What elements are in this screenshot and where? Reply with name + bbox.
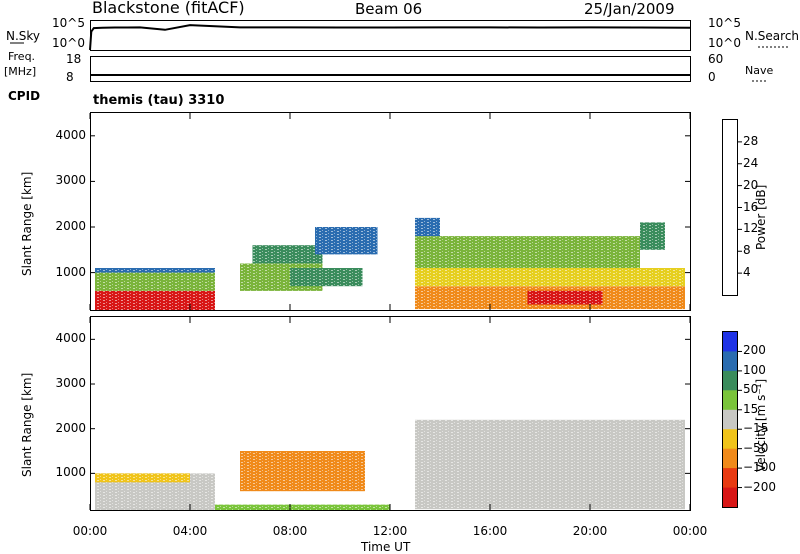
power-colorbar-tick-label: 8: [743, 243, 751, 258]
time-tick-label: 00:00: [672, 524, 708, 538]
beam-title: Beam 06: [355, 0, 423, 18]
velocity-colorbar-tick-label: −50: [743, 440, 769, 455]
velocity-texture-2: [240, 451, 365, 492]
velocity-panel-frame: [90, 316, 691, 511]
nsky-label: N.Sky: [6, 29, 41, 43]
time-tick-label: 08:00: [272, 524, 308, 538]
cpid-label: CPID: [8, 89, 41, 103]
power-colorbar-tick-label: 20: [743, 177, 759, 192]
velocity-colorbar-tick-label: −100: [743, 460, 776, 475]
cpid-value: themis (tau) 3310: [93, 93, 225, 108]
power-panel-frame: [90, 112, 691, 311]
power-colorbar: [722, 119, 738, 296]
power-texture-10: [415, 217, 440, 237]
nsearch-tick-bottom: 10^0: [708, 36, 741, 50]
mhz-label: [MHz]: [4, 65, 37, 78]
velocity-colorbar-tick-label: −15: [743, 421, 769, 436]
velocity-texture-3: [215, 504, 390, 510]
time-tick-label: 04:00: [172, 524, 208, 538]
power-texture-12: [640, 222, 665, 250]
freq-label: Freq.: [8, 50, 36, 63]
freq-tick-top: 18: [66, 52, 82, 66]
power-texture-1: [95, 272, 215, 291]
power-texture-5: [290, 268, 363, 287]
time-tick-label: 16:00: [472, 524, 508, 538]
power-ytick-label: 1000: [55, 264, 86, 279]
velocity-cells: [95, 419, 685, 510]
velocity-colorbar-bin: [723, 390, 738, 411]
power-colorbar-tick-label: 12: [743, 221, 759, 236]
velocity-ytick-label: 2000: [55, 420, 86, 435]
noise-panel-frame: [90, 20, 691, 51]
x-axis-title: Time UT: [361, 540, 411, 554]
time-tick-label: 00:00: [72, 524, 108, 538]
nsearch-label: N.Search: [745, 29, 800, 43]
velocity-colorbar-bin: [723, 370, 738, 391]
nsearch-tick-top: 10^5: [708, 16, 741, 30]
power-colorbar-tick-label: 16: [743, 199, 759, 214]
power-colorbar-tick-label: 24: [743, 155, 759, 170]
velocity-ytick-label: 3000: [55, 376, 86, 390]
velocity-texture-4: [415, 419, 685, 510]
nsky-tick-top: 10^5: [52, 16, 85, 30]
nave-label: Nave: [745, 64, 774, 77]
velocity-colorbar-bin: [723, 351, 738, 372]
velocity-colorbar-bin: [723, 409, 738, 430]
velocity-colorbar-bin: [723, 429, 738, 450]
date-title: 25/Jan/2009: [584, 0, 675, 18]
station-title: Blackstone (fitACF): [92, 0, 245, 17]
velocity-colorbar-tick-label: −200: [743, 479, 776, 494]
velocity-colorbar-bin: [723, 448, 738, 469]
velocity-colorbar: [722, 331, 738, 508]
nsky-line: [89, 24, 691, 51]
power-ytick-label: 3000: [55, 173, 86, 188]
velocity-colorbar-tick-label: 50: [743, 382, 759, 397]
power-texture-9: [415, 236, 640, 268]
velocity-ytick-label: 1000: [55, 465, 86, 480]
power-texture-0: [95, 290, 215, 310]
velocity-colorbar-bin: [723, 487, 738, 508]
velocity-texture-1: [95, 473, 190, 483]
freq-tick-bottom: 8: [66, 70, 74, 84]
power-cells: [95, 217, 685, 310]
time-tick-label: 20:00: [572, 524, 608, 538]
nave-tick-bottom: 0: [708, 70, 716, 84]
power-colorbar-tick-label: 28: [743, 133, 759, 148]
power-texture-6: [315, 227, 378, 255]
power-colorbar-label: Power [dB]: [754, 184, 768, 250]
velocity-colorbar-tick-label: 15: [743, 401, 759, 416]
power-colorbar-tick-label: 4: [743, 265, 751, 280]
freq-panel-frame: [90, 56, 691, 82]
time-tick-label: 12:00: [372, 524, 408, 538]
nave-tick-top: 60: [708, 52, 724, 66]
velocity-colorbar-bin: [723, 332, 738, 352]
nsky-tick-bottom: 10^0: [52, 36, 85, 50]
power-texture-11: [527, 290, 603, 305]
velocity-colorbar-tick-label: 100: [743, 362, 766, 377]
velocity-ytick-label: 4000: [55, 331, 86, 346]
velocity-colorbar-bin: [723, 468, 738, 488]
power-texture-8: [415, 268, 685, 287]
power-texture-4: [252, 245, 323, 264]
power-ytick-label: 4000: [55, 127, 86, 142]
power-texture-2: [95, 268, 215, 273]
power-ytick-label: 2000: [55, 219, 86, 233]
velocity-colorbar-tick-label: 200: [743, 343, 766, 358]
